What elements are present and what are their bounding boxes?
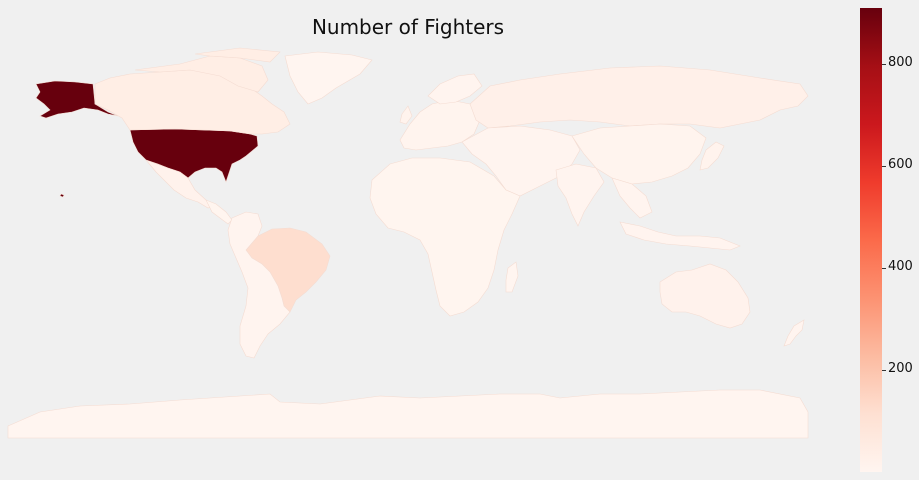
region-china: [571, 123, 707, 185]
region-united-states: [129, 128, 259, 183]
region-india: [555, 163, 605, 227]
region-australia: [659, 263, 751, 329]
region-scandinavia: [427, 73, 483, 105]
colorbar-tick-label: 200: [888, 361, 913, 377]
colorbar-tick-label: 800: [888, 55, 913, 71]
region-canada: [194, 47, 281, 63]
region-central-america: [205, 199, 233, 225]
colorbar-tick: [882, 165, 886, 167]
region-southeast-asia: [611, 177, 653, 219]
region-japan: [699, 141, 725, 171]
region-madagascar: [505, 261, 519, 293]
region-new-zealand: [783, 319, 805, 347]
colorbar-tick: [882, 369, 886, 371]
region-greenland: [284, 51, 373, 105]
region-united-kingdom: [399, 105, 413, 125]
map-title: Number of Fighters: [311, 15, 505, 39]
region-united-states: [35, 80, 119, 119]
region-united-states: [59, 193, 65, 198]
region-africa: [369, 157, 521, 317]
colorbar-tick: [882, 267, 886, 269]
region-south-america-west: [227, 211, 291, 359]
colorbar: [860, 8, 882, 472]
region-europe: [399, 99, 481, 151]
region-canada: [134, 55, 269, 93]
region-indonesia: [619, 221, 741, 251]
colorbar-tick-label: 400: [888, 259, 913, 275]
region-russia: [469, 65, 809, 129]
region-antarctica: [7, 389, 809, 439]
colorbar-tick-label: 600: [888, 157, 913, 173]
colorbar-tick: [882, 63, 886, 65]
